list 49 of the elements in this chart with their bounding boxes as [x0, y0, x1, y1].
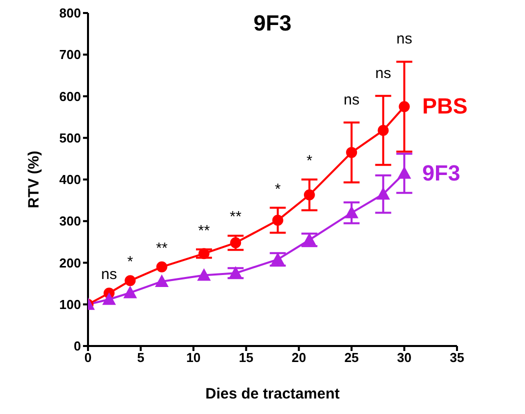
point — [197, 268, 210, 281]
x-tick-label: 20 — [292, 350, 306, 366]
y-tick-label: 600 — [59, 88, 81, 104]
point — [230, 237, 242, 248]
y-tick-label: 500 — [59, 130, 81, 146]
annotation: * — [127, 254, 134, 271]
annotation: * — [274, 180, 281, 198]
point — [198, 248, 210, 260]
point — [378, 124, 389, 136]
point — [398, 101, 410, 112]
annotation: ** — [230, 208, 242, 226]
point — [376, 188, 390, 200]
point — [155, 274, 168, 287]
y-tick-label: 700 — [59, 47, 81, 62]
y-tick-label: 300 — [59, 214, 81, 229]
annotation: ns — [101, 266, 118, 284]
annotation: ** — [156, 240, 168, 257]
x-tick-label: 5 — [137, 350, 144, 366]
x-tick-label: 35 — [450, 350, 464, 366]
annotation: ns — [344, 91, 360, 108]
point — [398, 166, 411, 179]
annotation: * — [306, 152, 312, 170]
x-tick-label: 30 — [397, 350, 412, 366]
annotation: ** — [198, 222, 210, 240]
point — [156, 261, 168, 272]
chart-title: 9F3 — [254, 10, 292, 36]
series-label: 9F3 — [422, 160, 460, 186]
y-tick-label: 800 — [59, 6, 81, 21]
annotation: ns — [396, 30, 412, 48]
y-tick-label: 100 — [59, 296, 81, 312]
point — [229, 266, 242, 279]
x-axis-title: Dies de tractament — [205, 386, 340, 403]
x-tick-label: 15 — [238, 350, 254, 366]
x-tick-label: 10 — [186, 350, 201, 366]
point — [124, 275, 136, 286]
point — [304, 189, 315, 200]
y-tick-label: 200 — [59, 255, 81, 270]
point — [345, 206, 358, 218]
point — [102, 292, 116, 305]
annotation: ns — [375, 64, 392, 82]
y-axis-title: RTV (%) — [25, 150, 42, 208]
point — [272, 214, 284, 226]
x-tick-label: 0 — [84, 350, 92, 366]
point — [346, 146, 358, 158]
y-tick-label: 400 — [59, 172, 81, 188]
point — [124, 286, 137, 298]
y-tick-label: 0 — [74, 338, 81, 354]
series-label: PBS — [422, 94, 468, 119]
x-tick-label: 25 — [344, 350, 359, 366]
